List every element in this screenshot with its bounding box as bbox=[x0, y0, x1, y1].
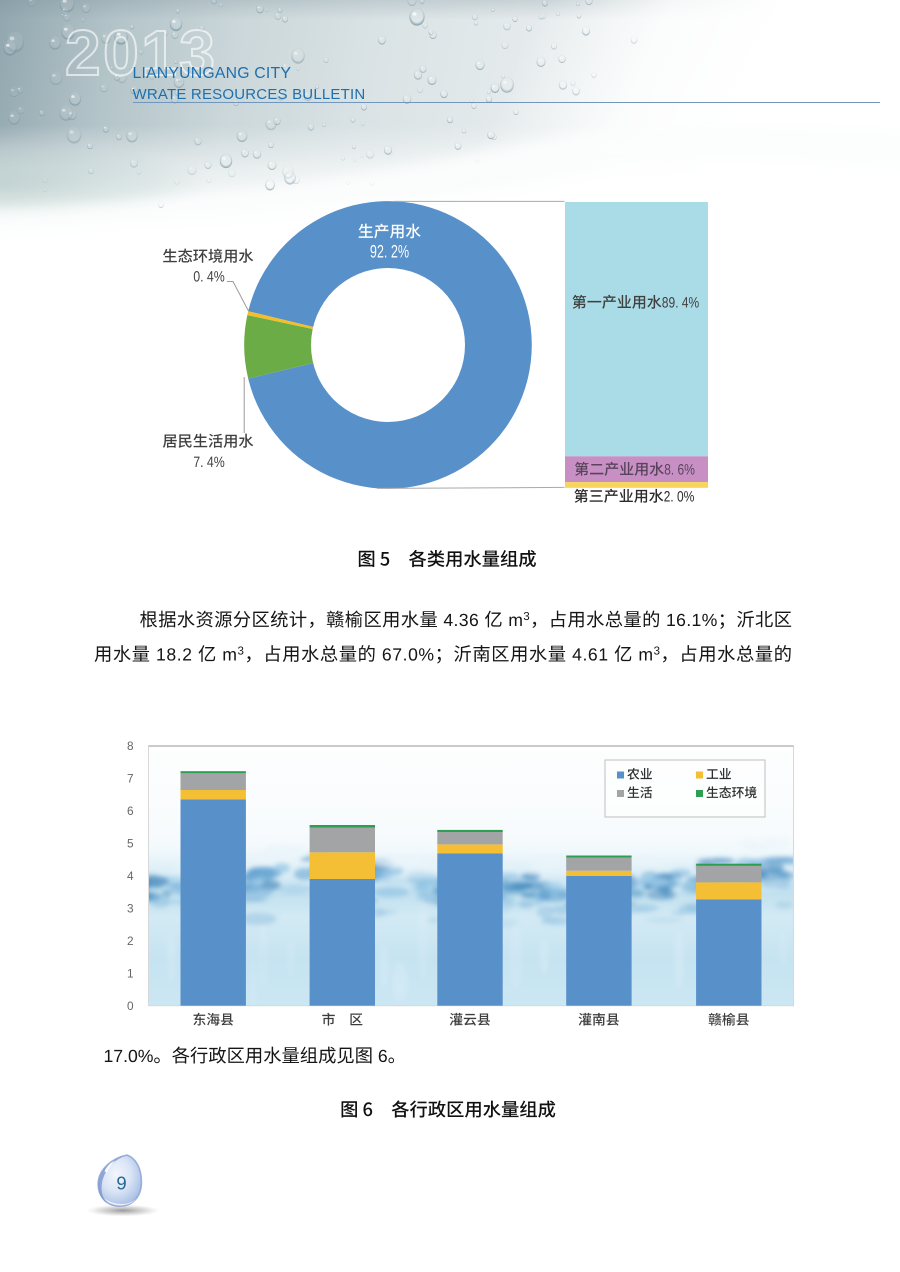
svg-text:5: 5 bbox=[127, 837, 134, 851]
svg-text:2: 2 bbox=[127, 934, 134, 948]
svg-text:1: 1 bbox=[127, 966, 134, 980]
svg-text:8: 8 bbox=[127, 739, 134, 753]
svg-text:6: 6 bbox=[127, 804, 134, 818]
svg-text:4: 4 bbox=[127, 869, 134, 883]
svg-text:9: 9 bbox=[116, 1173, 126, 1194]
svg-text:0: 0 bbox=[127, 999, 134, 1013]
svg-text:7: 7 bbox=[127, 772, 134, 786]
svg-text:3: 3 bbox=[127, 902, 134, 916]
